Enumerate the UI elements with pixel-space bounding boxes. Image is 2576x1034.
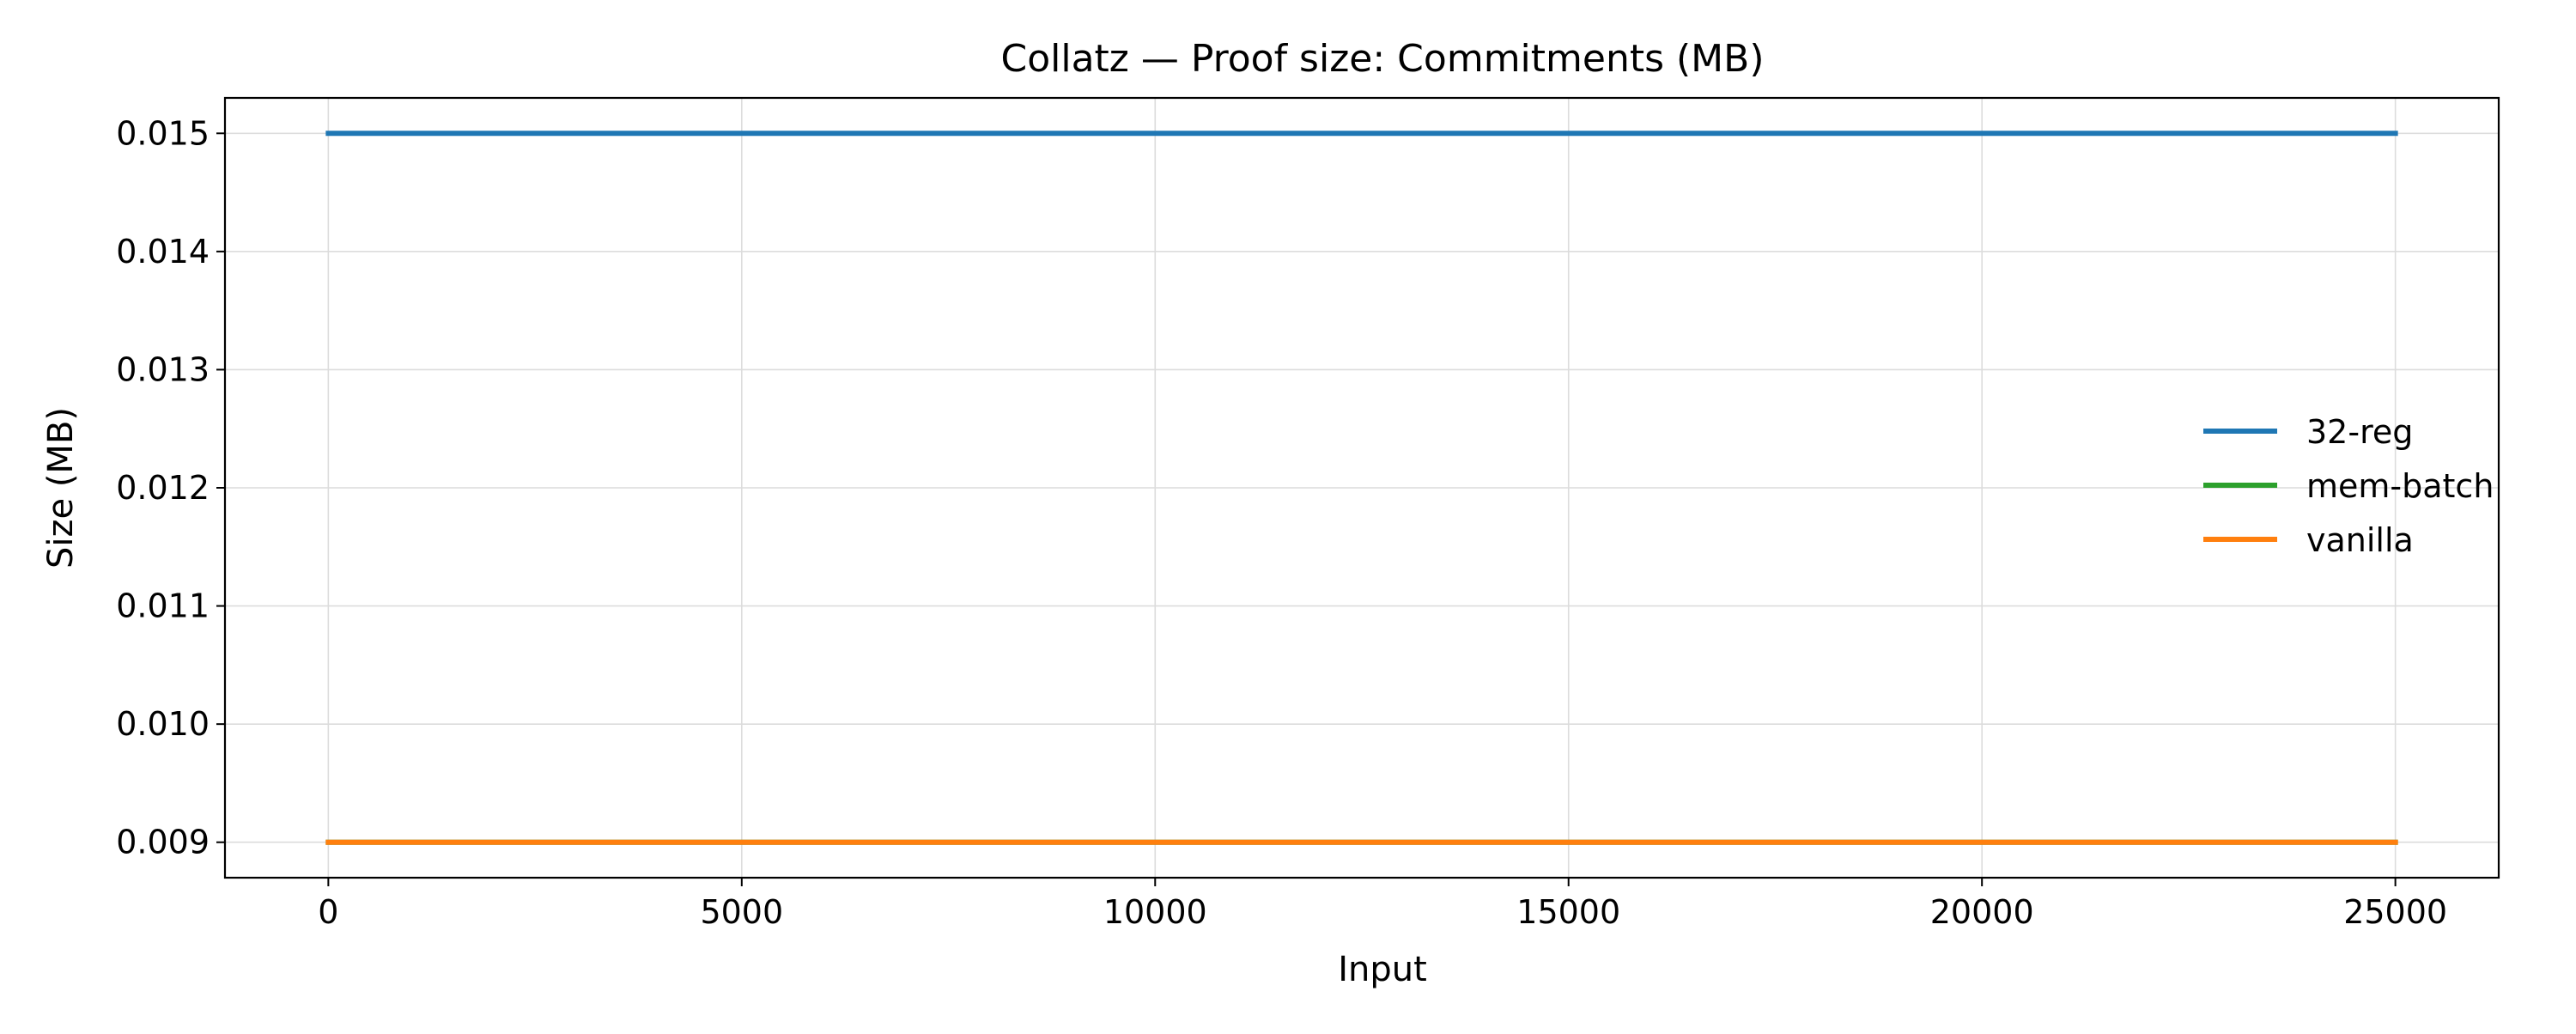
x-tick-label: 20000: [1930, 893, 2034, 931]
x-axis-ticks: 0 5000 10000 15000 20000 25000: [318, 878, 2447, 931]
legend-label-mem-batch: mem-batch: [2306, 467, 2494, 505]
x-axis-label: Input: [1338, 950, 1427, 989]
legend-label-32-reg: 32-reg: [2306, 413, 2413, 451]
x-tick-label: 15000: [1516, 893, 1620, 931]
series-lines: [325, 131, 2398, 845]
y-axis-ticks: 0.009 0.010 0.011 0.012 0.013 0.014 0.015: [116, 114, 225, 861]
y-tick-label: 0.014: [116, 233, 210, 271]
chart-title: Collatz — Proof size: Commitments (MB): [1000, 37, 1764, 81]
y-tick-label: 0.012: [116, 469, 210, 507]
x-tick-label: 5000: [700, 893, 783, 931]
x-tick-label: 10000: [1103, 893, 1207, 931]
y-tick-label: 0.015: [116, 114, 210, 152]
legend: 32-reg mem-batch vanilla: [2203, 413, 2494, 559]
y-axis-label: Size (MB): [41, 407, 81, 569]
y-tick-label: 0.010: [116, 705, 210, 743]
x-tick-label: 25000: [2343, 893, 2447, 931]
y-tick-label: 0.009: [116, 824, 210, 861]
y-tick-label: 0.013: [116, 350, 210, 388]
legend-label-vanilla: vanilla: [2306, 521, 2414, 559]
y-tick-label: 0.011: [116, 587, 210, 625]
x-tick-label: 0: [318, 893, 338, 931]
